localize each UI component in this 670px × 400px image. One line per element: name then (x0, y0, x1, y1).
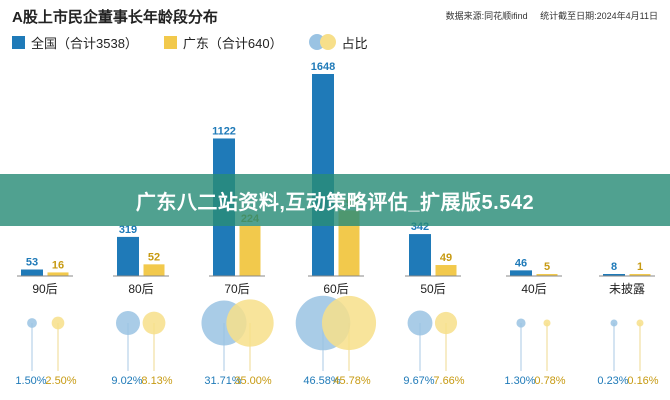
share-label-national: 1.30% (504, 375, 535, 387)
data-source: 数据来源:同花顺ifind (445, 11, 528, 21)
share-circle-national (407, 310, 433, 336)
legend-share: 占比 (308, 33, 368, 52)
data-label-guangdong: 52 (148, 251, 160, 263)
data-label-guangdong: 5 (544, 261, 550, 273)
legend-label-share: 占比 (341, 35, 368, 51)
category-label: 未披露 (609, 282, 645, 296)
data-label-guangdong: 16 (52, 259, 64, 271)
share-label-guangdong: 7.66% (433, 375, 464, 387)
legend-swatch-national (12, 35, 25, 49)
data-label-national: 8 (611, 261, 617, 273)
bar-guangdong (143, 264, 165, 276)
share-circle-guangdong (51, 316, 65, 330)
data-label-national: 53 (26, 257, 38, 269)
data-label-national: 1122 (212, 125, 236, 137)
legend-label-national: 全国（合计3538） (31, 35, 138, 51)
legend-guangdong: 广东（合计640） (163, 33, 283, 52)
data-label-national: 1648 (311, 61, 335, 73)
share-circle-guangdong (142, 311, 166, 335)
share-circle-national (27, 318, 37, 328)
bar-national (409, 234, 431, 276)
share-circle-guangdong (321, 295, 377, 351)
share-label-national: 0.23% (597, 375, 628, 387)
overlay-banner: 广东八二站资料,互动策略评估_扩展版5.542 (0, 174, 670, 226)
bar-guangdong (435, 265, 457, 276)
category-label: 70后 (224, 282, 249, 296)
share-circle-guangdong (226, 299, 274, 347)
share-label-guangdong: 35.00% (234, 375, 272, 387)
bar-guangdong (239, 225, 261, 276)
legend-swatch-guangdong (163, 35, 177, 49)
share-label-guangdong: 45.78% (333, 375, 371, 387)
source-note: 数据来源:同花顺ifind 统计截至日期:2024年4月11日 (436, 9, 658, 22)
share-label-guangdong: 8.13% (141, 375, 172, 387)
legend-label-guangdong: 广东（合计640） (182, 35, 283, 51)
bar-national (510, 270, 532, 276)
category-label: 40后 (521, 282, 546, 296)
category-label: 80后 (128, 282, 153, 296)
share-label-national: 46.58% (303, 375, 341, 387)
bar-national (603, 274, 625, 276)
legend-circle-guangdong (319, 34, 336, 50)
share-circle-guangdong (434, 311, 458, 335)
share-label-national: 9.67% (403, 375, 434, 387)
share-circle-guangdong (636, 319, 644, 327)
bar-guangdong (629, 274, 651, 276)
legend-national: 全国（合计3538） (12, 33, 138, 52)
bar-national (21, 269, 43, 276)
share-label-guangdong: 0.16% (627, 375, 658, 387)
cutoff-date: 统计截至日期:2024年4月11日 (540, 11, 658, 21)
bar-guangdong (47, 272, 69, 276)
share-label-national: 31.71% (204, 375, 242, 387)
data-label-guangdong: 1 (637, 261, 643, 273)
banner-text: 广东八二站资料,互动策略评估_扩展版5.542 (135, 191, 535, 214)
share-circle-national (610, 319, 618, 327)
share-label-national: 9.02% (111, 375, 142, 387)
category-label: 50后 (420, 282, 445, 296)
share-circle-national (516, 318, 526, 328)
legend: 全国（合计3538） 广东（合计640） 占比 (12, 33, 394, 51)
data-label-guangdong: 49 (440, 252, 452, 264)
share-label-guangdong: 0.78% (534, 375, 565, 387)
data-label-national: 46 (515, 257, 527, 269)
bar-guangdong (338, 210, 360, 276)
category-label: 90后 (32, 282, 57, 296)
share-label-guangdong: 2.50% (45, 375, 76, 387)
data-label-national: 319 (119, 224, 137, 236)
category-label: 60后 (323, 282, 348, 296)
chart-title: A股上市民企董事长年龄段分布 (12, 9, 218, 26)
share-circle-guangdong (543, 319, 551, 327)
bar-national (117, 236, 139, 276)
share-circle-national (115, 310, 141, 336)
bar-guangdong (536, 274, 558, 276)
share-label-national: 1.50% (15, 375, 46, 387)
